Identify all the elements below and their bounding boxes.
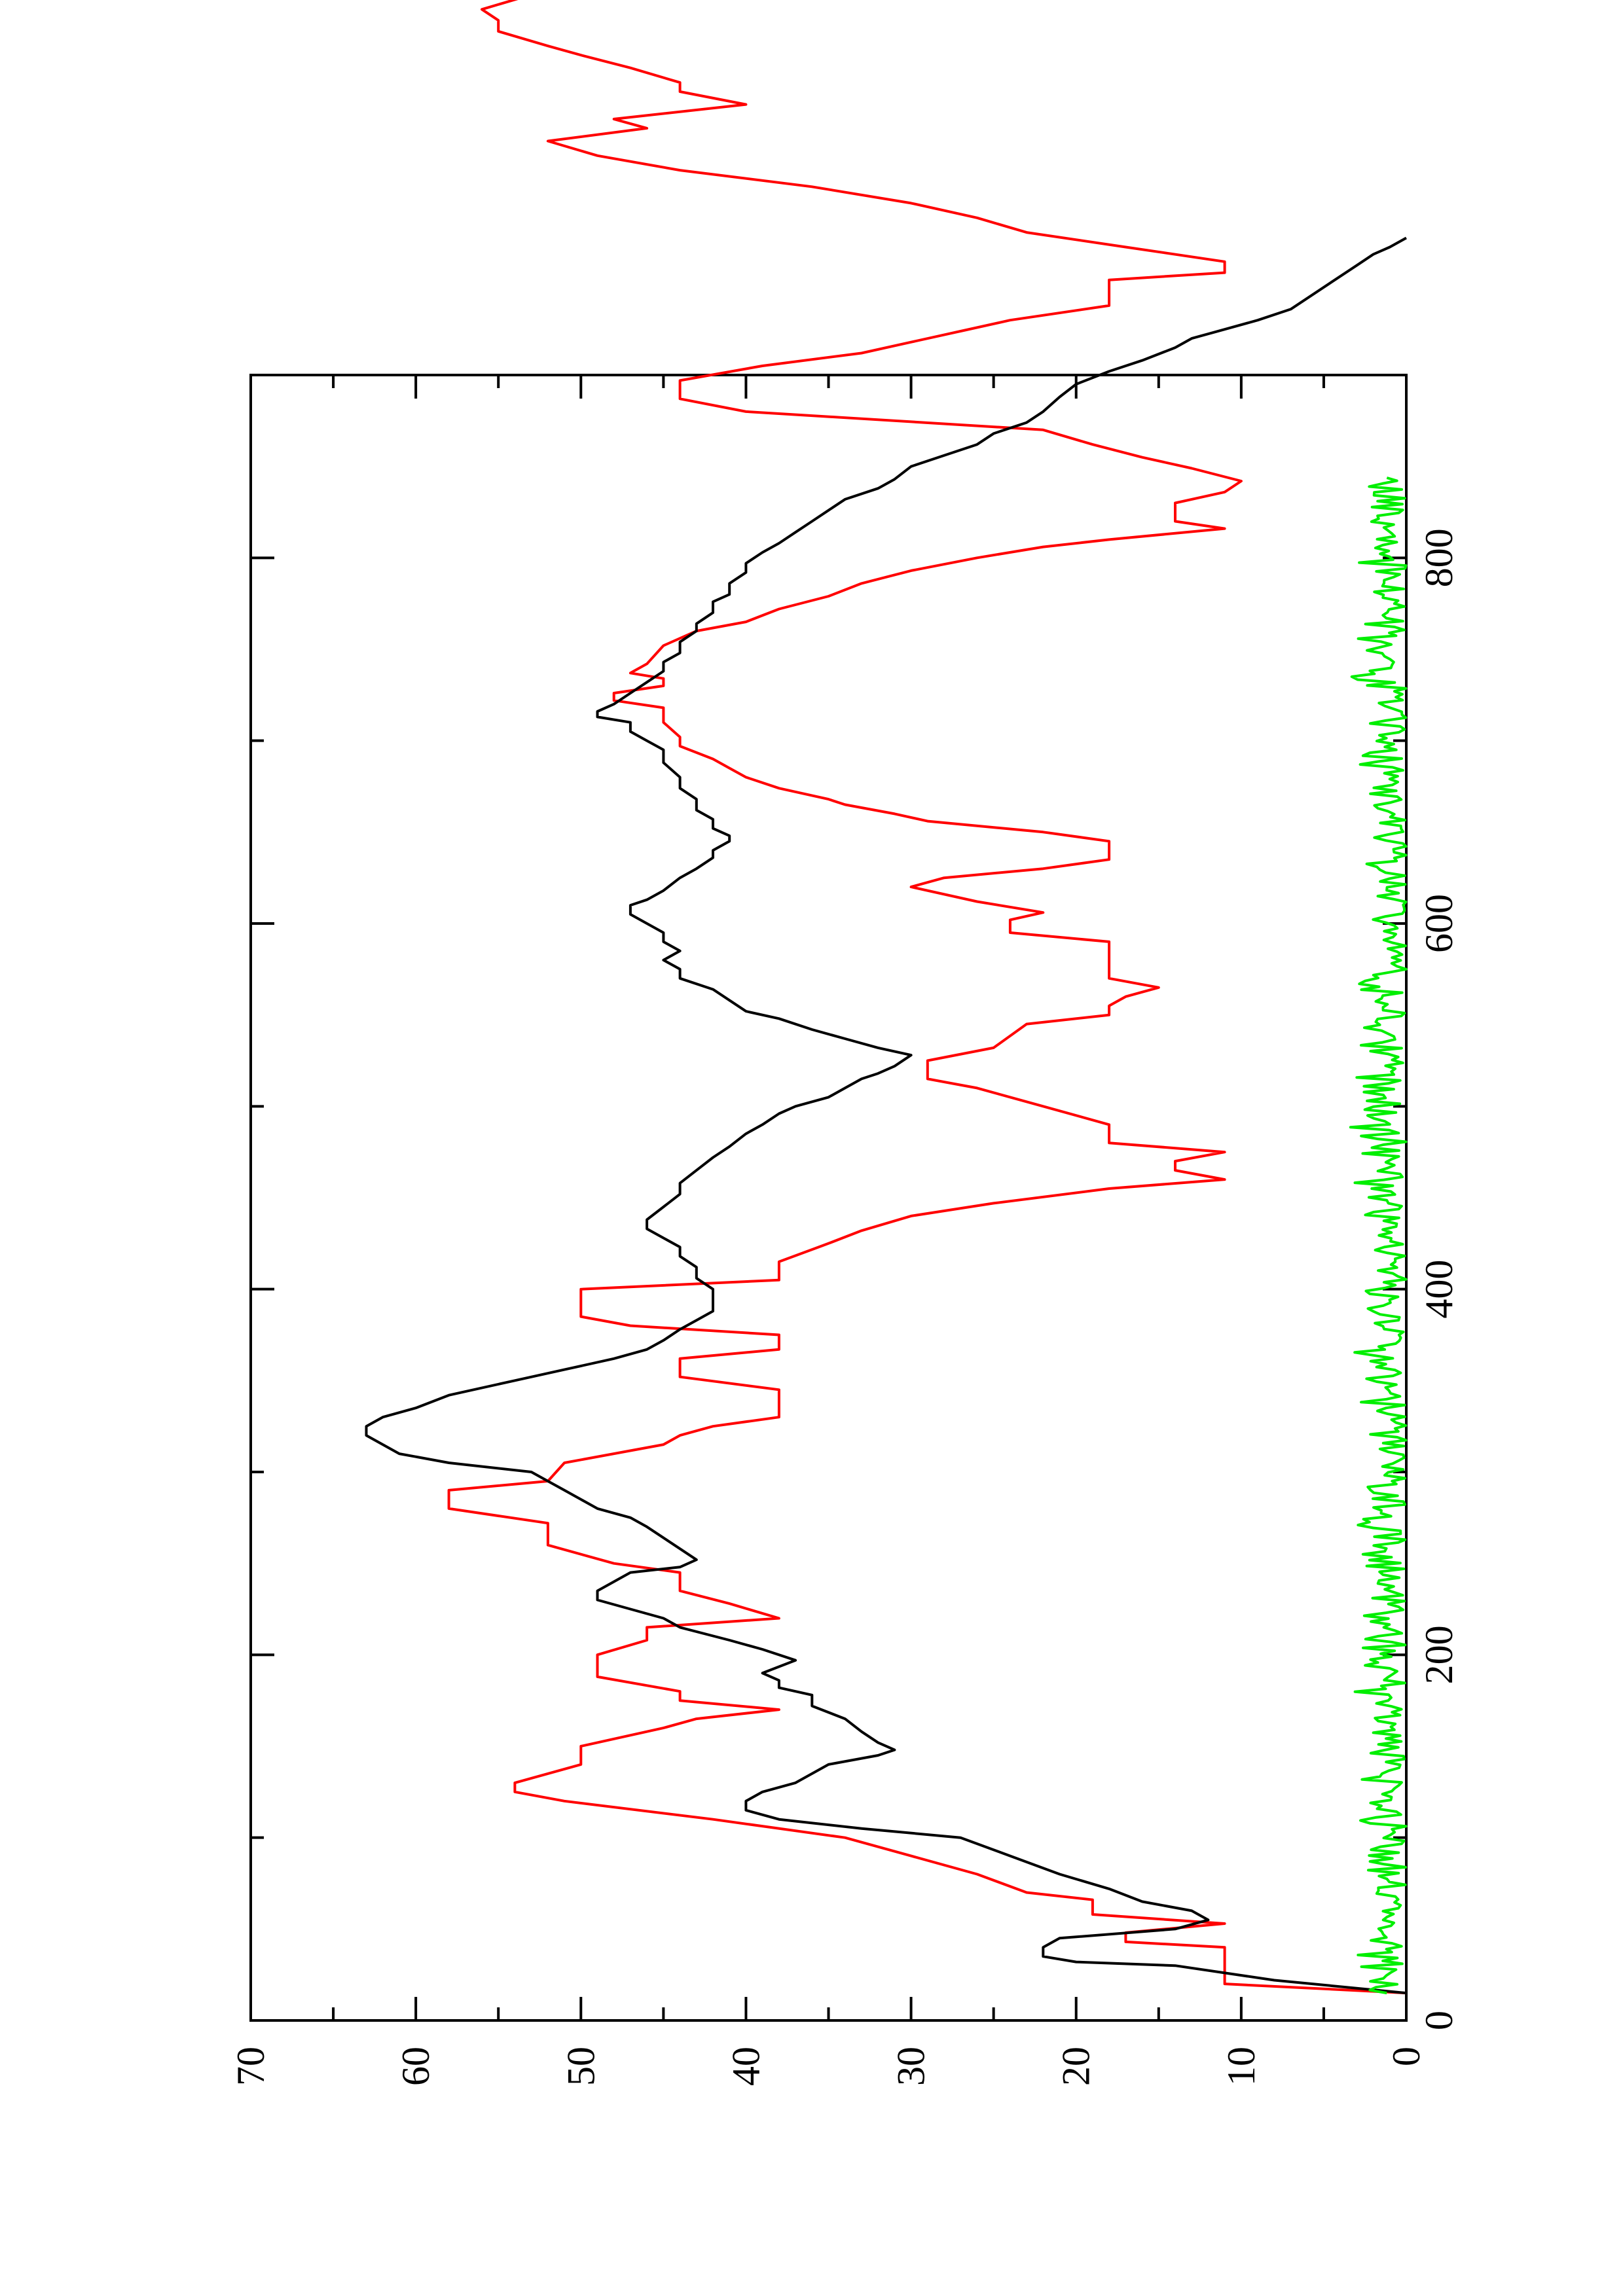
series-line-2 <box>1349 476 1408 1995</box>
y-tick-label-3: 30 <box>890 2047 933 2086</box>
y-tick-label-4: 40 <box>724 2047 767 2086</box>
y-tick-label-6: 60 <box>394 2047 437 2086</box>
ticks-group <box>249 375 1408 2022</box>
plot-frame <box>249 374 1408 2022</box>
tick-labels-group: 0 200 400 600 800 0 10 20 30 40 50 60 70 <box>229 528 1461 2086</box>
y-tick-label-2: 20 <box>1055 2047 1098 2086</box>
y-tick-label-1: 10 <box>1220 2047 1263 2086</box>
plot-frame-group <box>249 374 1408 2022</box>
y-tick-label-0: 0 <box>1385 2047 1428 2066</box>
x-tick-label-0: 0 <box>1417 2011 1461 2030</box>
y-tick-label-5: 50 <box>559 2047 602 2086</box>
y-tick-label-7: 70 <box>229 2047 272 2086</box>
x-tick-label-2: 400 <box>1417 1260 1461 1319</box>
series-line-1 <box>365 236 1407 1995</box>
series-group <box>365 0 1408 1995</box>
x-tick-label-1: 200 <box>1417 1625 1461 1684</box>
series-line-0 <box>447 0 1407 1995</box>
x-tick-label-3: 600 <box>1417 894 1461 953</box>
x-tick-label-4: 800 <box>1417 528 1461 587</box>
